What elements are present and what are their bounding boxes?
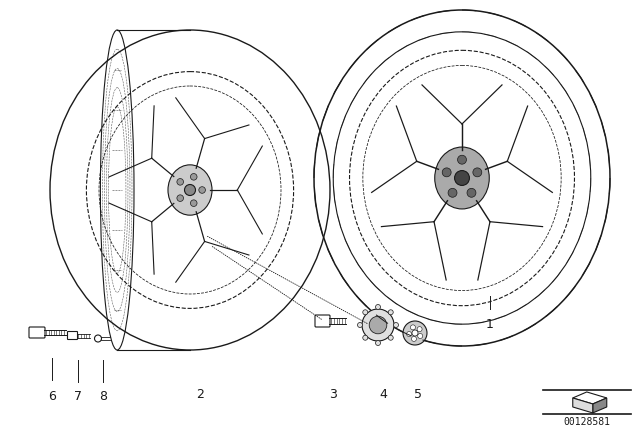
Circle shape bbox=[191, 173, 197, 180]
Polygon shape bbox=[573, 392, 607, 404]
Circle shape bbox=[442, 168, 451, 177]
Circle shape bbox=[388, 335, 393, 340]
Circle shape bbox=[417, 327, 422, 332]
Circle shape bbox=[412, 330, 418, 336]
Circle shape bbox=[376, 305, 381, 310]
Text: 5: 5 bbox=[414, 388, 422, 401]
FancyBboxPatch shape bbox=[67, 332, 77, 340]
Circle shape bbox=[184, 185, 195, 195]
Circle shape bbox=[412, 336, 417, 341]
Circle shape bbox=[458, 155, 467, 164]
Circle shape bbox=[388, 310, 393, 315]
Circle shape bbox=[448, 188, 457, 197]
Circle shape bbox=[410, 325, 415, 330]
FancyBboxPatch shape bbox=[29, 327, 45, 338]
Circle shape bbox=[376, 340, 381, 345]
Text: 7: 7 bbox=[74, 390, 82, 403]
Circle shape bbox=[406, 332, 412, 336]
Polygon shape bbox=[573, 398, 593, 413]
Polygon shape bbox=[593, 398, 607, 413]
Circle shape bbox=[358, 323, 362, 327]
Circle shape bbox=[363, 310, 368, 315]
Ellipse shape bbox=[435, 147, 489, 209]
FancyBboxPatch shape bbox=[315, 315, 330, 327]
Text: 1: 1 bbox=[486, 318, 494, 331]
Circle shape bbox=[418, 333, 422, 339]
Circle shape bbox=[369, 316, 387, 334]
Ellipse shape bbox=[168, 165, 212, 215]
Text: 6: 6 bbox=[48, 390, 56, 403]
Circle shape bbox=[191, 200, 197, 207]
Circle shape bbox=[177, 179, 184, 185]
Circle shape bbox=[177, 195, 184, 202]
Circle shape bbox=[473, 168, 482, 177]
Text: 3: 3 bbox=[329, 388, 337, 401]
Circle shape bbox=[467, 188, 476, 197]
Circle shape bbox=[454, 171, 469, 185]
Text: 2: 2 bbox=[196, 388, 204, 401]
Circle shape bbox=[394, 323, 399, 327]
Text: 00128581: 00128581 bbox=[563, 417, 611, 427]
Circle shape bbox=[363, 335, 368, 340]
Circle shape bbox=[403, 321, 427, 345]
Circle shape bbox=[362, 309, 394, 341]
Text: 8: 8 bbox=[99, 390, 107, 403]
Text: 4: 4 bbox=[379, 388, 387, 401]
Circle shape bbox=[199, 187, 205, 193]
